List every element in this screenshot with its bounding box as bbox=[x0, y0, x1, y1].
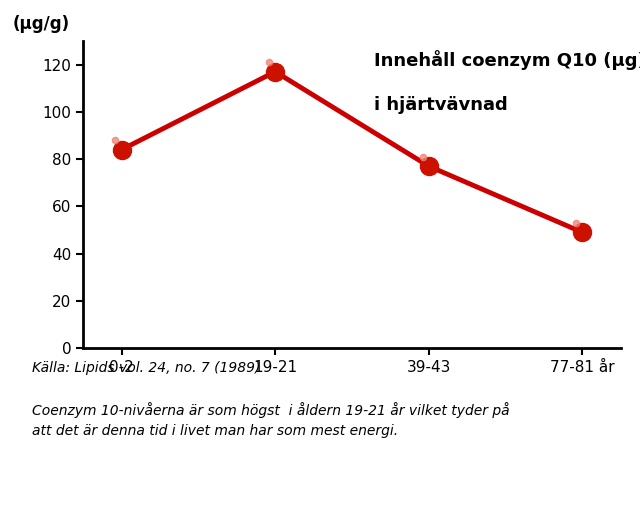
Text: i hjärtvävnad: i hjärtvävnad bbox=[374, 96, 508, 114]
Text: Coenzym 10-nivåerna är som högst  i åldern 19-21 år vilket tyder på
att det är d: Coenzym 10-nivåerna är som högst i ålder… bbox=[32, 402, 509, 438]
Text: Källa: Lipids vol. 24, no. 7 (1989): Källa: Lipids vol. 24, no. 7 (1989) bbox=[32, 361, 260, 375]
Text: (µg/g): (µg/g) bbox=[13, 15, 70, 33]
Text: Innehåll coenzym Q10 (µg): Innehåll coenzym Q10 (µg) bbox=[374, 50, 640, 70]
